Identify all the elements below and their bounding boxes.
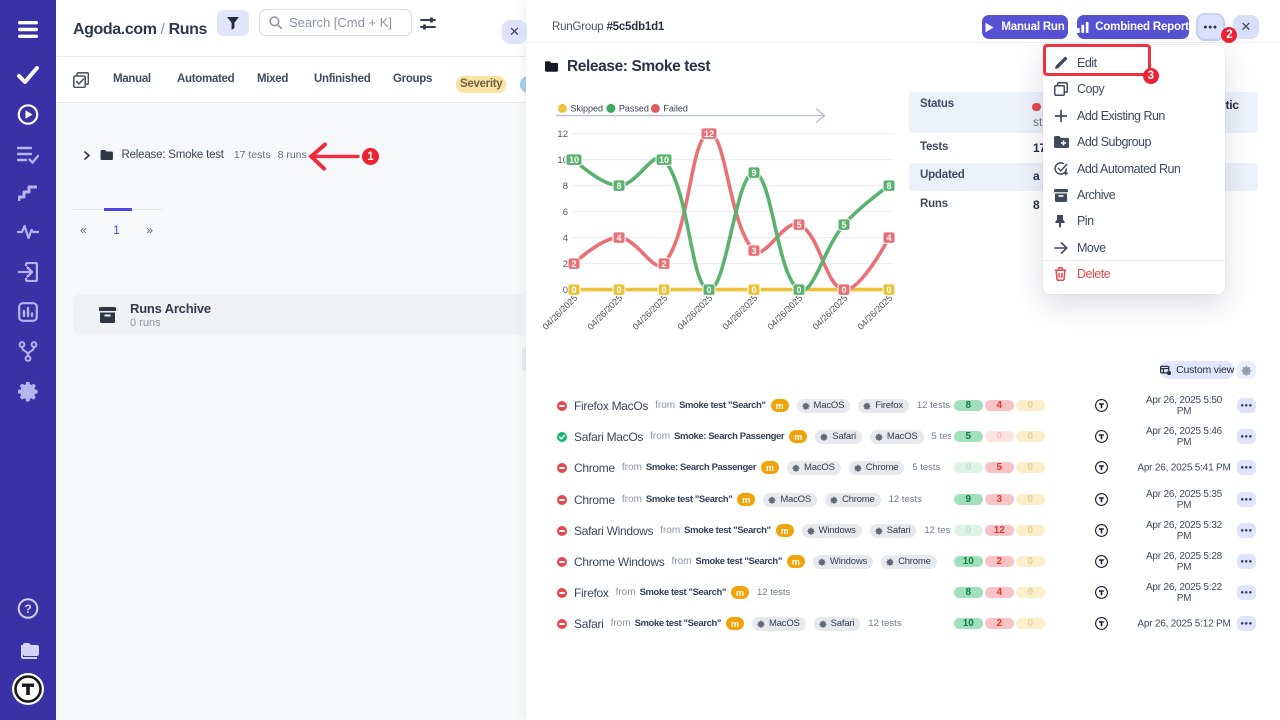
- svg-text:4: 4: [563, 233, 568, 244]
- svg-text:Skipped: Skipped: [571, 103, 604, 113]
- svg-text:2: 2: [563, 259, 568, 270]
- svg-text:0: 0: [796, 285, 801, 295]
- svg-text:4: 4: [616, 233, 621, 243]
- svg-text:8: 8: [616, 181, 621, 191]
- svg-text:3: 3: [751, 246, 756, 256]
- svg-text:2: 2: [661, 259, 666, 269]
- svg-text:?: ?: [24, 602, 31, 616]
- svg-text:04/26/2025: 04/26/2025: [540, 293, 579, 332]
- svg-text:8: 8: [563, 181, 568, 192]
- svg-text:2: 2: [571, 259, 576, 269]
- svg-text:04/26/2025: 04/26/2025: [585, 293, 624, 332]
- svg-text:10: 10: [557, 155, 568, 166]
- svg-text:0: 0: [571, 285, 576, 295]
- svg-text:9: 9: [751, 168, 756, 178]
- svg-text:10: 10: [569, 155, 579, 165]
- svg-text:5: 5: [841, 220, 846, 230]
- svg-text:4: 4: [886, 233, 891, 243]
- svg-text:0: 0: [751, 285, 756, 295]
- svg-text:0: 0: [886, 285, 891, 295]
- svg-text:04/26/2025: 04/26/2025: [855, 293, 894, 332]
- svg-text:0: 0: [563, 285, 568, 296]
- svg-text:12: 12: [557, 129, 568, 140]
- svg-text:0: 0: [661, 285, 666, 295]
- svg-text:04/26/2025: 04/26/2025: [810, 293, 849, 332]
- svg-text:04/26/2025: 04/26/2025: [765, 293, 804, 332]
- svg-text:04/26/2025: 04/26/2025: [630, 293, 669, 332]
- svg-text:0: 0: [706, 285, 711, 295]
- svg-text:5: 5: [796, 220, 801, 230]
- svg-text:Passed: Passed: [619, 103, 649, 113]
- svg-text:6: 6: [563, 207, 568, 218]
- svg-text:8: 8: [886, 181, 891, 191]
- svg-text:04/26/2025: 04/26/2025: [720, 293, 759, 332]
- svg-text:Failed: Failed: [663, 103, 688, 113]
- svg-text:12: 12: [704, 129, 714, 139]
- svg-text:0: 0: [841, 285, 846, 295]
- svg-text:04/26/2025: 04/26/2025: [675, 293, 714, 332]
- svg-text:10: 10: [659, 155, 669, 165]
- svg-text:0: 0: [616, 285, 621, 295]
